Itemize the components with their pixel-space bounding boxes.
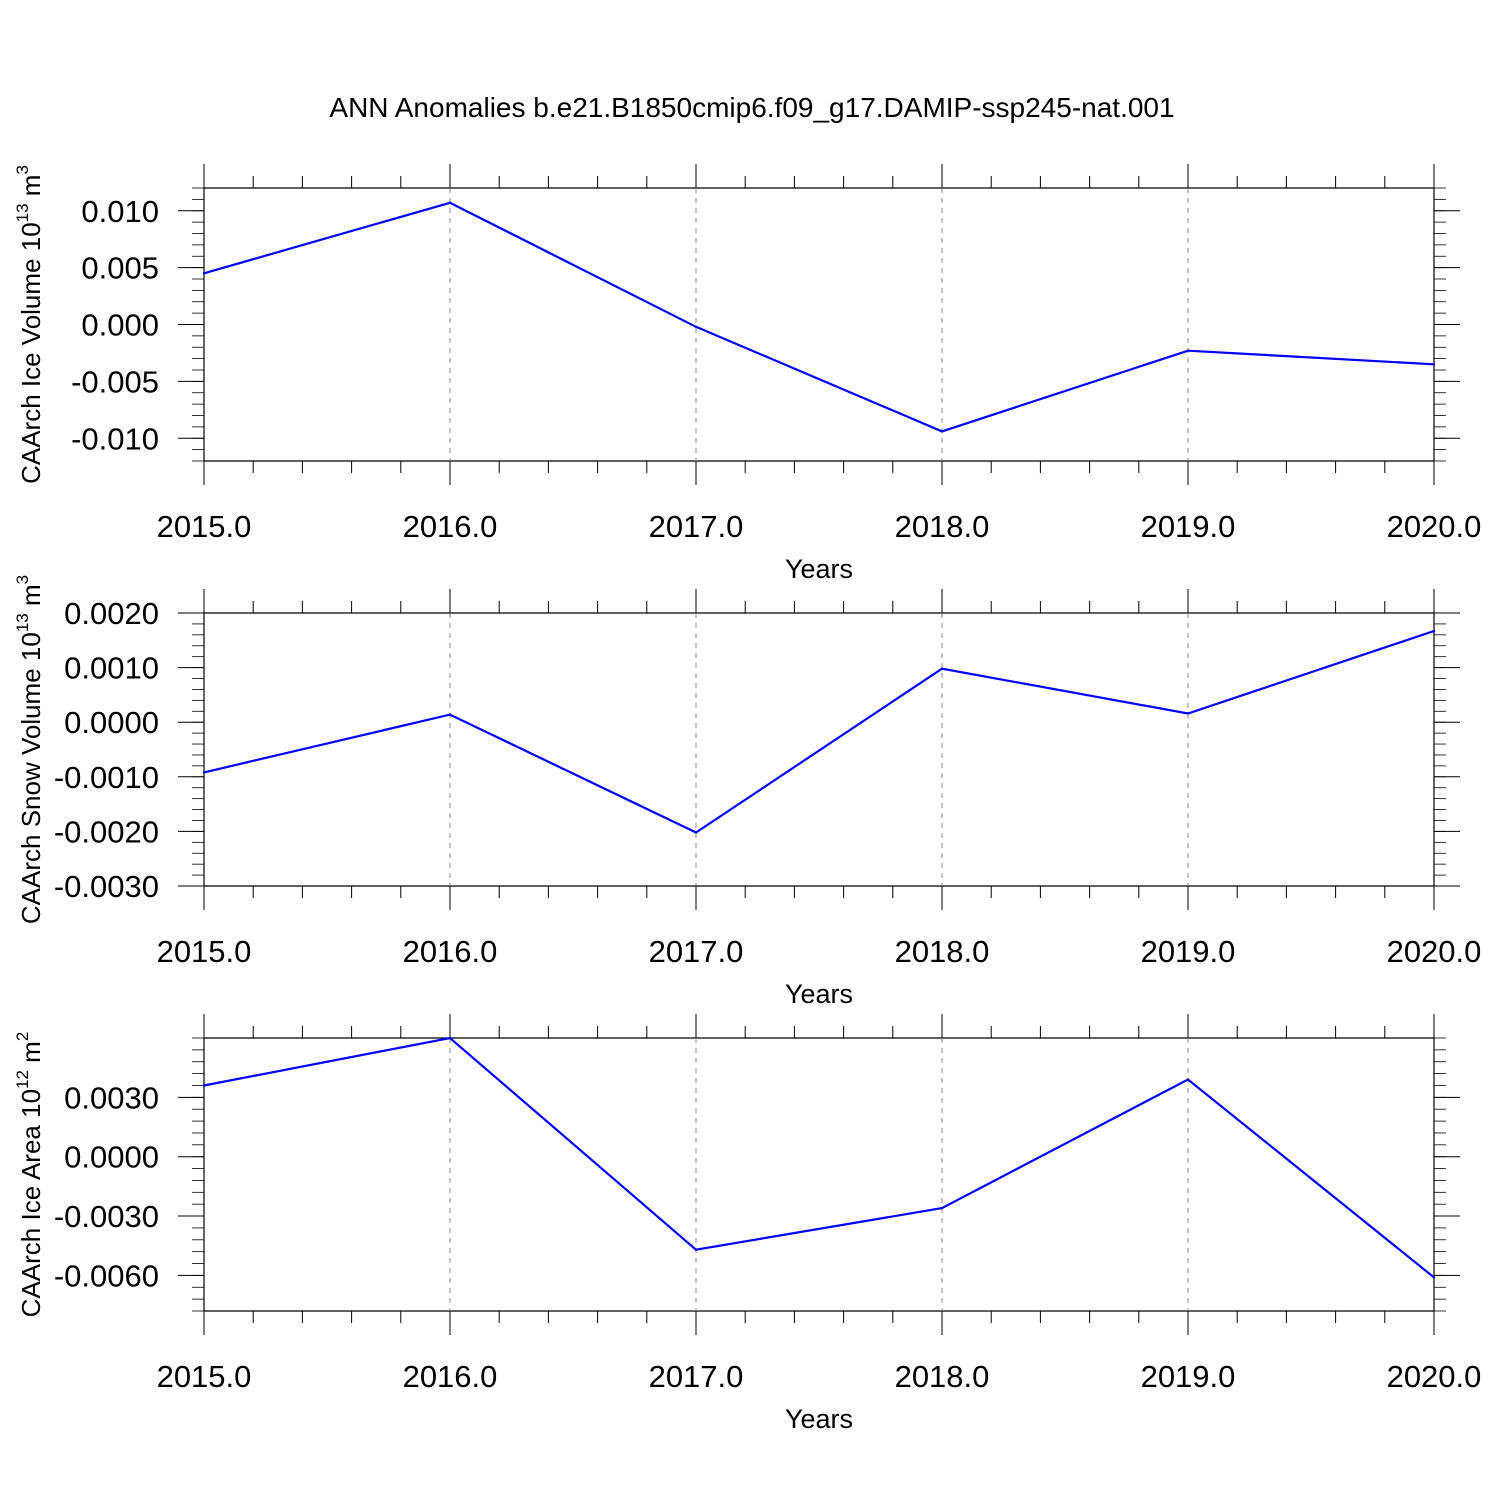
data-point (448, 201, 452, 204)
x-axis-label: Years (785, 554, 853, 584)
data-point (202, 1084, 206, 1087)
x-tick-label: 2015.0 (157, 1359, 252, 1394)
y-tick-label: -0.0030 (54, 1199, 159, 1234)
y-tick-label: -0.0020 (54, 814, 159, 849)
x-tick-label: 2017.0 (649, 934, 744, 969)
y-axis-label-unit: m (16, 584, 46, 613)
data-point (694, 325, 698, 328)
x-tick-label: 2019.0 (1141, 934, 1236, 969)
x-tick-label: 2015.0 (157, 509, 252, 544)
data-point (1186, 1078, 1190, 1081)
y-tick-label: -0.005 (71, 364, 159, 399)
x-tick-label: 2019.0 (1141, 1359, 1236, 1394)
data-point (1432, 363, 1436, 366)
x-tick-label: 2018.0 (895, 509, 990, 544)
x-tick-label: 2016.0 (403, 934, 498, 969)
y-tick-label: -0.0030 (54, 869, 159, 904)
panel-1: 0.010 0.005 0.000 -0.005 -0.010 2015.0 2016.0 2… (13, 164, 1481, 584)
data-point (1432, 629, 1436, 633)
y-tick-label: -0.0060 (54, 1258, 159, 1293)
data-point (1432, 1276, 1436, 1279)
series-line (203, 1036, 1435, 1279)
y-axis-label: CAArch Ice Area 1012 m2 (13, 1032, 46, 1318)
x-tick-label: 2018.0 (895, 934, 990, 969)
x-axis-label: Years (785, 1404, 853, 1434)
x-tick-label: 2017.0 (649, 1359, 744, 1394)
figure-title: ANN Anomalies b.e21.B1850cmip6.f09_g17.D… (329, 92, 1174, 123)
x-tick-label: 2015.0 (157, 934, 252, 969)
y-axis-label-exponent: 13 (13, 203, 32, 222)
data-point (202, 771, 206, 774)
x-tick-label: 2018.0 (895, 1359, 990, 1394)
x-tick-label: 2019.0 (1141, 509, 1236, 544)
panel-2: 0.0020 0.0010 0.0000 -0.0010 -0.0020 -0.0030 2… (13, 575, 1481, 1009)
x-tick-label: 2016.0 (403, 509, 498, 544)
data-point (694, 1248, 698, 1251)
y-tick-label: 0.000 (81, 308, 159, 343)
data-point (202, 272, 206, 275)
y-axis-label-unit: m (16, 175, 46, 204)
data-point (940, 667, 944, 670)
panels: 0.010 0.005 0.000 -0.005 -0.010 2015.0 2016.0 2… (13, 164, 1481, 1434)
data-point (1186, 712, 1190, 715)
y-axis-label: CAArch Snow Volume 1013 m3 (13, 575, 46, 924)
y-axis-label-text: CAArch Ice Volume 10 (16, 222, 46, 484)
y-tick-label: -0.0010 (54, 760, 159, 795)
y-tick-label: 0.0000 (64, 705, 159, 740)
x-tick-label: 2020.0 (1387, 1359, 1482, 1394)
y-axis-label-unit-exponent: 3 (13, 575, 32, 584)
data-point (448, 713, 452, 716)
data-point (940, 1206, 944, 1210)
y-tick-label: 0.0000 (64, 1140, 159, 1175)
y-tick-label: 0.010 (81, 194, 159, 229)
series-line (203, 201, 1435, 433)
y-axis-label-exponent: 12 (13, 1070, 32, 1089)
y-axis-label-exponent: 13 (13, 613, 32, 632)
x-tick-label: 2020.0 (1387, 509, 1482, 544)
data-point (1186, 349, 1190, 352)
y-axis-label-unit-exponent: 2 (13, 1032, 32, 1041)
series-line (203, 629, 1435, 834)
x-tick-label: 2017.0 (649, 509, 744, 544)
y-tick-label: 0.0030 (64, 1080, 159, 1115)
panel-3: 0.0030 0.0000 -0.0030 -0.0060 2015.0 2016.0 20… (13, 1014, 1481, 1434)
data-point (694, 831, 698, 834)
y-axis-label: CAArch Ice Volume 1013 m3 (13, 165, 46, 484)
y-tick-label: 0.0010 (64, 651, 159, 686)
y-axis-label-text: CAArch Snow Volume 10 (16, 632, 46, 924)
y-tick-label: 0.0020 (64, 596, 159, 631)
y-tick-label: -0.010 (71, 421, 159, 456)
x-axis-label: Years (785, 979, 853, 1009)
y-tick-label: 0.005 (81, 251, 159, 286)
data-point (940, 430, 944, 433)
data-point (448, 1036, 452, 1040)
y-axis-label-text: CAArch Ice Area 10 (16, 1089, 46, 1317)
y-axis-label-unit: m (16, 1041, 46, 1070)
x-tick-label: 2016.0 (403, 1359, 498, 1394)
x-tick-label: 2020.0 (1387, 934, 1482, 969)
y-axis-label-unit-exponent: 3 (13, 165, 32, 174)
